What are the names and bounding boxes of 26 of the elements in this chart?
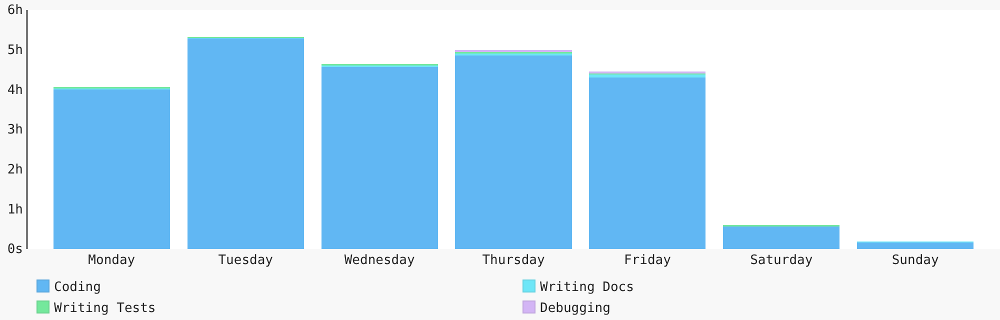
legend-label: Writing Tests	[54, 301, 156, 316]
y-tick-label: 0s	[7, 242, 23, 258]
y-tick-label: 2h	[7, 162, 23, 178]
y-tick-label: 1h	[7, 202, 23, 218]
y-tick-label: 3h	[7, 122, 23, 138]
x-tick-label: Wednesday	[344, 253, 415, 268]
x-tick-label: Friday	[624, 253, 672, 268]
legend-label: Coding	[54, 280, 101, 295]
bar	[53, 89, 170, 249]
bar	[723, 226, 840, 249]
bar	[321, 66, 438, 249]
x-tick-label: Tuesday	[218, 253, 274, 268]
bar	[455, 55, 572, 249]
x-tick-label: Sunday	[892, 253, 939, 268]
bar	[589, 77, 706, 249]
x-tick-label: Saturday	[750, 253, 813, 268]
legend-label: Debugging	[540, 301, 610, 316]
x-tick-label: Monday	[88, 253, 136, 268]
y-tick-label: 4h	[7, 82, 23, 98]
x-tick-label: Thursday	[482, 253, 545, 268]
bar	[589, 74, 706, 78]
y-tick-label: 5h	[7, 42, 23, 58]
bar	[187, 38, 304, 249]
y-tick-label: 6h	[7, 3, 23, 18]
bar	[857, 242, 974, 249]
legend-label: Writing Docs	[540, 280, 634, 295]
